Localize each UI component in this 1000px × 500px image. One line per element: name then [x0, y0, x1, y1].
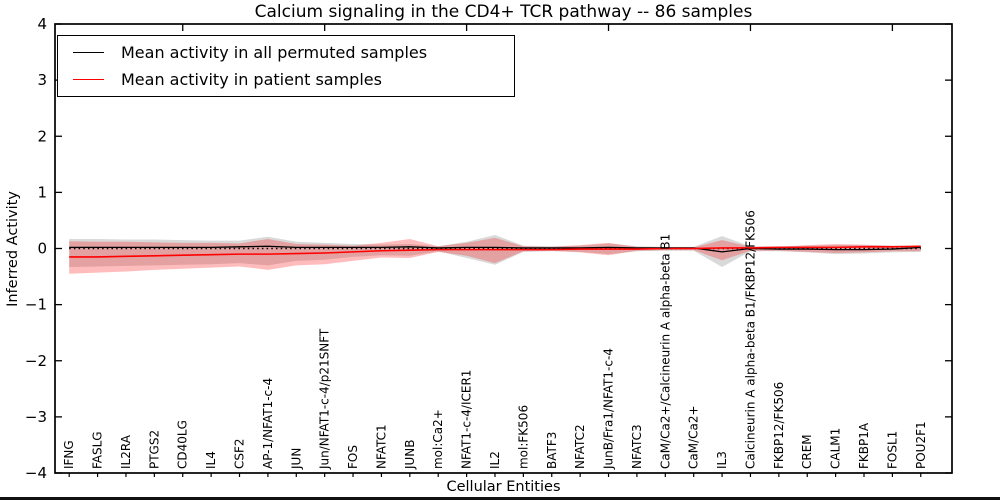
y-tick-label: −1 — [25, 296, 47, 314]
y-tick-label: −3 — [25, 408, 47, 426]
x-tick-label: NFATC3 — [630, 424, 644, 469]
series-line-patient — [69, 245, 921, 258]
x-tick-label: NFAT1-c-4/ICER1 — [460, 370, 474, 469]
x-tick-label: IL2RA — [119, 434, 133, 469]
x-tick-label: FOSL1 — [885, 431, 899, 469]
x-tick-label: NFATC2 — [573, 424, 587, 469]
x-tick-label: Jun/NFAT1-c-4/p21SNFT — [318, 328, 332, 470]
x-tick-label: JUNB — [403, 439, 417, 470]
x-tick-label: CaM/Ca2+ — [687, 405, 701, 469]
x-tick-label: CaM/Ca2+/Calcineurin A alpha-beta B1 — [658, 234, 672, 469]
y-tick-label: 4 — [37, 15, 47, 33]
x-tick-label: FOS — [346, 445, 360, 469]
x-tick-label: IL2 — [488, 451, 502, 469]
x-tick-label: POU2F1 — [914, 421, 928, 469]
chart-title: Calcium signaling in the CD4+ TCR pathwa… — [254, 2, 753, 22]
x-tick-label: NFATC1 — [374, 424, 388, 469]
x-tick-label: CSF2 — [233, 438, 247, 469]
series-line-permuted — [69, 245, 921, 253]
legend-item-permuted: Mean activity in all permuted samples — [73, 43, 514, 62]
y-tick-label: 0 — [37, 240, 47, 258]
x-tick-label: JunB/Fra1/NFAT1-c-4 — [602, 348, 616, 470]
y-tick-label: 3 — [37, 71, 47, 89]
x-tick-label: mol:Ca2+ — [431, 409, 445, 469]
x-tick-label: mol:FK506 — [516, 405, 530, 469]
x-tick-label: JUN — [289, 448, 303, 470]
x-tick-label: FKBP1A — [857, 422, 871, 469]
y-tick-label: −4 — [25, 464, 47, 482]
window-bottom-edge — [0, 497, 1000, 500]
x-tick-label: CD40LG — [176, 420, 190, 469]
legend: Mean activity in all permuted samples Me… — [57, 35, 515, 97]
x-tick-label: CREM — [800, 434, 814, 469]
x-tick-label: IFNG — [62, 440, 76, 469]
x-tick-label: FASLG — [91, 431, 105, 469]
y-tick-label: 1 — [37, 183, 47, 201]
x-tick-label: Calcineurin A alpha-beta B1/FKBP12/FK506 — [743, 210, 757, 469]
y-tick-label: 2 — [37, 127, 47, 145]
x-tick-label: FKBP12/FK506 — [772, 382, 786, 469]
legend-line-sample-permuted — [73, 52, 104, 54]
y-tick-label: −2 — [25, 352, 47, 370]
x-tick-label: IL3 — [715, 451, 729, 469]
patient-samples-std-band — [69, 237, 921, 274]
x-tick-label: PTGS2 — [147, 430, 161, 469]
x-tick-label: AP-1/NFAT1-c-4 — [261, 378, 275, 469]
legend-label-patient: Mean activity in patient samples — [121, 69, 382, 89]
legend-line-sample-patient — [73, 78, 104, 80]
x-tick-label: IL4 — [204, 451, 218, 469]
y-axis-label: Inferred Activity — [5, 191, 21, 307]
legend-label-permuted: Mean activity in all permuted samples — [121, 43, 428, 63]
permuted-samples-std-band — [69, 235, 921, 268]
legend-item-patient: Mean activity in patient samples — [73, 70, 514, 89]
x-tick-label: BATF3 — [545, 432, 559, 469]
x-axis-label: Cellular Entities — [446, 479, 561, 495]
x-tick-label: CALM1 — [829, 428, 843, 469]
